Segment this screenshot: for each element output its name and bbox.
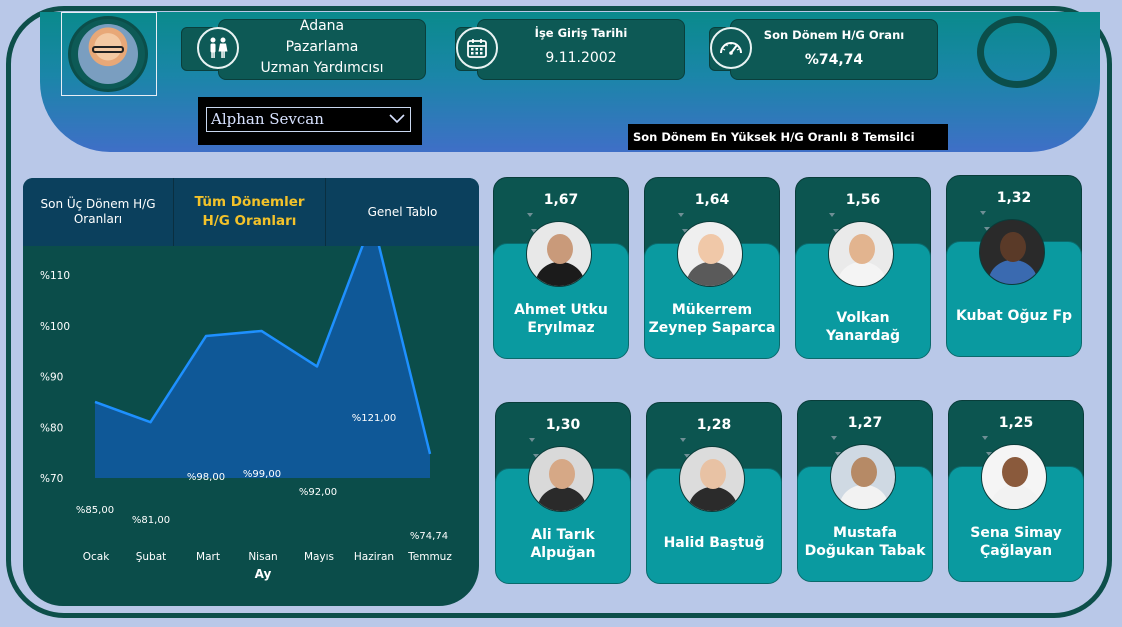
rep-ratio-value: 1,32 (996, 190, 1032, 206)
rep-card: 1,64 Mükerrem Zeynep Saparca (644, 177, 780, 359)
rep-photo (528, 446, 594, 512)
trend-indicator-icon (980, 211, 986, 215)
rep-card-body (948, 466, 1084, 582)
trend-indicator-icon (831, 436, 837, 440)
x-axis-label: Ay (255, 567, 272, 581)
rep-name: Sena Simay Çağlayan (970, 525, 1062, 559)
rep-photo (679, 446, 745, 512)
rep-name: Halid Baştuğ (663, 535, 765, 551)
trend-indicator-icon (529, 438, 535, 442)
rep-name: Mustafa Doğukan Tabak (804, 525, 926, 559)
y-tick-label: %90 (40, 372, 63, 384)
rep-name: Mükerrem Zeynep Saparca (648, 302, 776, 336)
x-tick-label: Şubat (136, 551, 167, 563)
profile-position: Uzman Yardımcısı (260, 60, 384, 76)
rep-card: 1,28 Halid Baştuğ (646, 402, 782, 584)
chevron-down-icon[interactable] (389, 114, 405, 124)
avatar-photo (78, 24, 138, 84)
y-tick-label: %80 (40, 422, 63, 434)
data-label: %85,00 (76, 505, 114, 516)
rep-name: Ahmet Utku Eryılmaz (514, 302, 608, 336)
rep-ratio-value: 1,67 (543, 192, 579, 208)
rep-ratio-value: 1,64 (694, 192, 730, 208)
top-reps-title: Son Dönem En Yüksek H/G Oranlı 8 Temsilc… (628, 124, 948, 150)
rep-photo (981, 444, 1047, 510)
x-tick-label: Nisan (248, 551, 277, 563)
rep-ratio-value: 1,25 (998, 415, 1034, 431)
data-label: %121,00 (352, 413, 397, 424)
profile-location: Adana (299, 18, 345, 34)
rep-card: 1,56 Volkan Yanardağ (795, 177, 931, 359)
rep-ratio-value: 1,28 (696, 417, 732, 433)
rep-photo (828, 221, 894, 287)
employee-selector-value: Alphan Sevcan (211, 110, 324, 128)
calendar-icon (456, 27, 498, 69)
trend-indicator-icon (678, 213, 684, 217)
area-fill (95, 246, 430, 478)
dashboard-frame (6, 6, 1112, 618)
rep-ratio-value: 1,30 (545, 417, 581, 433)
profile-department: Pazarlama (285, 39, 359, 55)
data-label: %92,00 (299, 487, 337, 498)
rep-name: Volkan Yanardağ (825, 310, 901, 344)
employee-selector-field[interactable]: Alphan Sevcan (206, 107, 411, 132)
tab-last-three-periods[interactable]: Son Üç Dönem H/G Oranları (23, 178, 174, 246)
y-tick-label: %100 (40, 321, 70, 333)
profile-card: Adana Pazarlama Uzman Yardımcısı (218, 18, 426, 80)
x-tick-label: Mayıs (304, 551, 334, 563)
series-line (94, 246, 432, 455)
y-tick-label: %110 (40, 270, 70, 282)
rep-ratio-value: 1,56 (845, 192, 881, 208)
trend-indicator-icon (527, 213, 533, 217)
rep-ratio-value: 1,27 (847, 415, 883, 431)
tab-general-table[interactable]: Genel Tablo (326, 178, 479, 246)
decorative-ring (977, 16, 1057, 88)
ratio-value: %74,74 (804, 52, 864, 68)
rep-photo (979, 219, 1045, 285)
x-tick-label: Mart (196, 551, 220, 563)
tab-all-periods[interactable]: Tüm Dönemler H/G Oranları (174, 178, 326, 246)
employee-selector[interactable]: Alphan Sevcan (198, 97, 422, 145)
rep-photo (526, 221, 592, 287)
start-date-card: İşe Giriş Tarihi 9.11.2002 (477, 19, 685, 80)
rep-photo (830, 444, 896, 510)
area-chart: %70%80%90%100%110%120%85,00%81,00%98,00%… (40, 246, 452, 581)
x-tick-label: Ocak (83, 551, 110, 563)
start-date-value: 9.11.2002 (545, 50, 617, 66)
rep-card: 1,32 Kubat Oğuz Fp (946, 175, 1082, 357)
rep-photo (677, 221, 743, 287)
data-label: %99,00 (243, 469, 281, 480)
ratio-label: Son Dönem H/G Oranı (763, 28, 905, 42)
trend-indicator-icon (982, 436, 988, 440)
speedometer-icon (710, 27, 752, 69)
data-label: %98,00 (187, 472, 225, 483)
y-tick-label: %70 (40, 473, 63, 485)
people-icon (197, 27, 239, 69)
avatar-ring (68, 16, 148, 92)
ratio-card: Son Dönem H/G Oranı %74,74 (730, 19, 938, 80)
x-tick-label: Temmuz (407, 551, 452, 563)
data-label: %81,00 (132, 515, 170, 526)
rep-card: 1,67 Ahmet Utku Eryılmaz (493, 177, 629, 359)
chart-panel: Son Üç Dönem H/G Oranları Tüm Dönemler H… (23, 178, 479, 606)
rep-card: 1,30 Ali Tarık Alpuğan (495, 402, 631, 584)
data-label: %74,74 (410, 531, 448, 542)
x-tick-label: Haziran (354, 551, 394, 563)
rep-card: 1,27 Mustafa Doğukan Tabak (797, 400, 933, 582)
trend-indicator-icon (680, 438, 686, 442)
employee-avatar (61, 12, 157, 96)
rep-name: Ali Tarık Alpuğan (530, 527, 596, 561)
rep-name: Kubat Oğuz Fp (955, 308, 1073, 324)
rep-card: 1,25 Sena Simay Çağlayan (948, 400, 1084, 582)
trend-indicator-icon (829, 213, 835, 217)
start-date-label: İşe Giriş Tarihi (534, 26, 628, 40)
